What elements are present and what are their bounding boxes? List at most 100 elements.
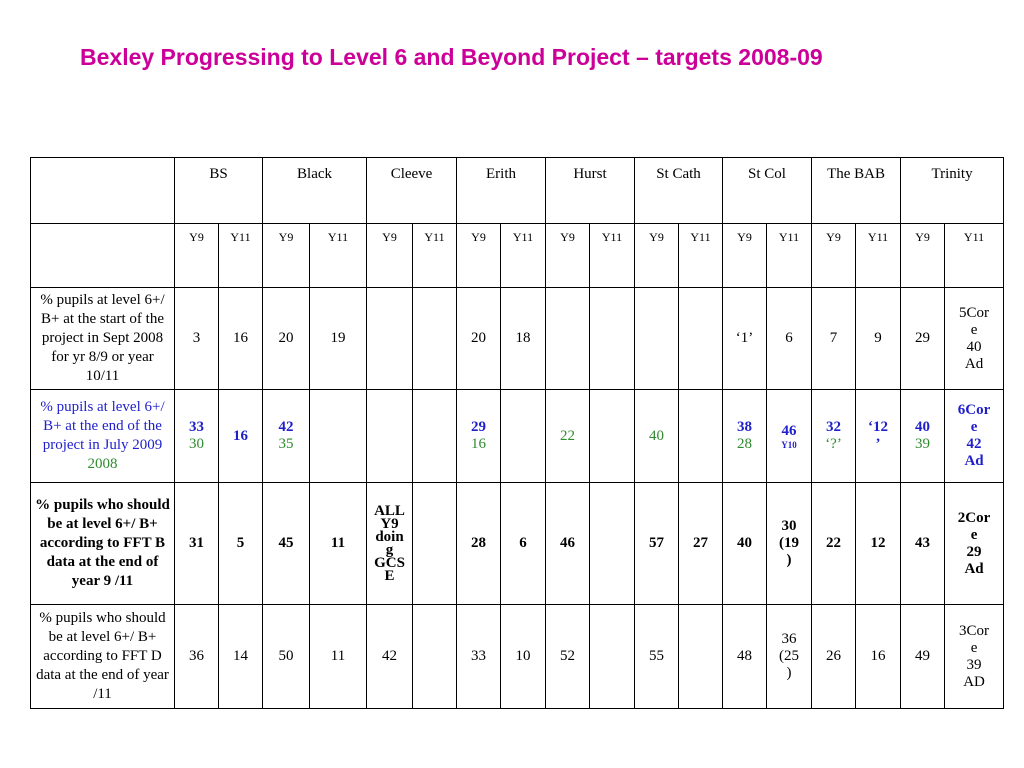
target-value: 16 <box>233 427 248 444</box>
cell-erith-y9: 28 <box>456 482 502 605</box>
row-start-of-project: % pupils at level 6+/ B+ at the start of… <box>30 287 1005 390</box>
targets-table: BS Black Cleeve Erith Hurst St Cath St C… <box>30 157 1005 709</box>
cell-line: Ad <box>964 355 984 372</box>
row-label: % pupils at level 6+/ B+ at the start of… <box>30 287 175 390</box>
cell-bs-y11: 16 <box>217 389 264 483</box>
cell-erith-y9: 33 <box>456 604 502 709</box>
cell-bab-y11: 16 <box>855 604 902 709</box>
cell-line: ) <box>786 552 792 568</box>
cell-line: g <box>385 541 394 558</box>
cell-bs-y11: 14 <box>217 604 264 709</box>
cell-erith-y11: 10 <box>500 604 547 709</box>
cell-black-y9: 45 <box>262 482 311 605</box>
cell-line: Ad <box>964 560 984 577</box>
cell-bs-y9: 36 <box>174 604 219 709</box>
school-erith: Erith <box>456 157 547 224</box>
cell-stcol-y11: 30 (19 ) <box>766 482 813 605</box>
target-value: 29 <box>471 419 487 435</box>
cell-erith-y11: 18 <box>500 287 547 390</box>
school-hurst: Hurst <box>545 157 636 224</box>
cell-line: 30 <box>781 518 797 534</box>
cell-line: 40 <box>966 338 982 355</box>
year-y9: Y9 <box>174 223 219 288</box>
row-fft-b: % pupils who should be at level 6+/ B+ a… <box>30 482 1005 605</box>
cell-line: 2Cor <box>957 509 991 526</box>
cell-black-y9: 20 <box>262 287 311 390</box>
year-y11: Y11 <box>855 223 902 288</box>
cell-cleeve-y9: ALL Y9 doin g GCS E <box>366 482 414 605</box>
cell-line: 6Cor <box>957 402 991 418</box>
year-y11: Y11 <box>678 223 724 288</box>
previous-value: 39 <box>915 436 931 452</box>
cell-bab-y9: 7 <box>811 287 857 390</box>
cell-line: 42 <box>966 436 982 452</box>
cell-black-y11: 11 <box>309 482 368 605</box>
cell-line: 39 <box>966 656 982 673</box>
previous-value: 40 <box>649 427 665 444</box>
cell-black-y11 <box>309 389 368 483</box>
cell-stcol-y11: 46 Y10 <box>766 389 813 483</box>
cell-bs-y9: 31 <box>174 482 219 605</box>
year-note: Y10 <box>781 439 797 450</box>
cell-line: e <box>970 526 978 543</box>
previous-value: 35 <box>278 436 294 452</box>
row-fft-d: % pupils who should be at level 6+/ B+ a… <box>30 604 1005 709</box>
cell-line: (19 <box>779 535 800 551</box>
row-label: % pupils at level 6+/ B+ at the end of t… <box>30 389 175 483</box>
cell-trinity-y9: 49 <box>900 604 946 709</box>
cell-line: 36 <box>781 631 797 647</box>
cell-line: doin <box>375 528 404 545</box>
cell-bs-y9: 33 30 <box>174 389 219 483</box>
cell-hurst-y11 <box>589 389 636 483</box>
year-y9: Y9 <box>366 223 414 288</box>
cell-trinity-y11: 6Cor e 42 Ad <box>944 389 1005 483</box>
target-value: ’ <box>875 436 881 452</box>
cell-line: AD <box>963 673 985 690</box>
cell-trinity-y9: 40 39 <box>900 389 946 483</box>
cell-line: ) <box>786 665 792 681</box>
cell-hurst-y11 <box>589 482 636 605</box>
cell-stcath-y11 <box>678 287 724 390</box>
year-y11: Y11 <box>944 223 1005 288</box>
cell-black-y9: 50 <box>262 604 311 709</box>
cell-line: ALL <box>374 502 405 519</box>
cell-trinity-y11: 5Cor e 40 Ad <box>944 287 1005 390</box>
cell-black-y11: 11 <box>309 604 368 709</box>
cell-bab-y11: 12 <box>855 482 902 605</box>
row-label: % pupils who should be at level 6+/ B+ a… <box>30 604 175 709</box>
row-end-of-project: % pupils at level 6+/ B+ at the end of t… <box>30 389 1005 483</box>
cell-erith-y11 <box>500 389 547 483</box>
year-y11: Y11 <box>500 223 547 288</box>
year-y11: Y11 <box>309 223 368 288</box>
previous-value: 22 <box>560 427 576 444</box>
school-bs: BS <box>173 157 264 224</box>
cell-line: 3Cor <box>959 622 990 639</box>
cell-line: (25 <box>779 648 800 664</box>
cell-bab-y9: 26 <box>811 604 857 709</box>
cell-erith-y9: 20 <box>456 287 502 390</box>
cell-stcath-y9: 40 <box>634 389 680 483</box>
cell-hurst-y11 <box>589 604 636 709</box>
cell-trinity-y11: 2Cor e 29 Ad <box>944 482 1005 605</box>
cell-trinity-y11: 3Cor e 39 AD <box>944 604 1005 709</box>
cell-erith-y11: 6 <box>500 482 547 605</box>
cell-stcol-y9: 38 28 <box>722 389 768 483</box>
year-header-row: Y9 Y11 Y9 Y11 Y9 Y11 Y9 Y11 Y9 Y11 Y9 Y1… <box>30 223 1005 288</box>
cell-cleeve-y11 <box>412 482 458 605</box>
cell-stcol-y11: 36 (25 ) <box>766 604 813 709</box>
cell-bab-y9: 22 <box>811 482 857 605</box>
cell-stcath-y9: 55 <box>634 604 680 709</box>
year-y9: Y9 <box>900 223 946 288</box>
row-label-year: 2008 <box>87 456 118 472</box>
year-y9: Y9 <box>634 223 680 288</box>
row-label: % pupils who should be at level 6+/ B+ a… <box>30 482 175 605</box>
cell-line: 5Cor <box>959 304 990 321</box>
cell-trinity-y9: 29 <box>900 287 946 390</box>
cell-cleeve-y11 <box>412 287 458 390</box>
cell-bs-y9: 3 <box>174 287 219 390</box>
cell-stcath-y11 <box>678 389 724 483</box>
target-value: 32 <box>826 419 842 435</box>
target-value: 40 <box>915 419 931 435</box>
cell-bab-y9: 32 ‘?’ <box>811 389 857 483</box>
cell-stcol-y9: 40 <box>722 482 768 605</box>
